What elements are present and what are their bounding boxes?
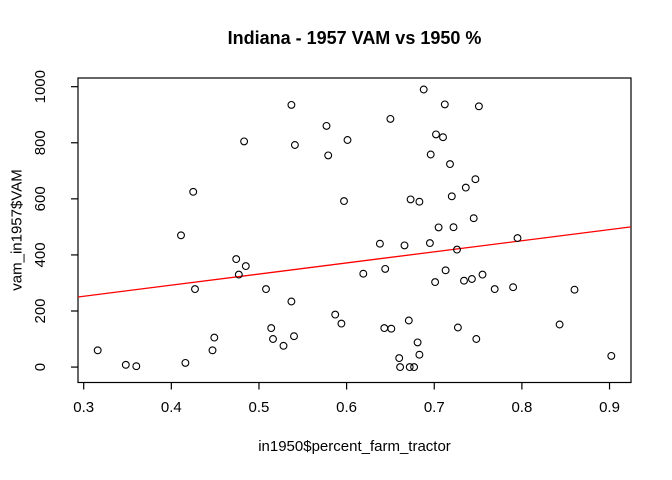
data-point	[425, 239, 434, 248]
x-axis-label: in1950$percent_farm_tractor	[258, 438, 451, 455]
y-axis-tick-label: 1000	[32, 70, 49, 103]
data-point	[607, 351, 616, 360]
data-point	[359, 269, 368, 278]
data-point	[177, 231, 185, 240]
data-point	[413, 338, 422, 347]
plot-box	[77, 77, 632, 384]
data-point	[241, 262, 250, 271]
data-point	[387, 324, 396, 333]
x-axis-tick-label: 0.7	[424, 399, 445, 416]
data-point	[324, 151, 333, 160]
x-axis-tick-label: 0.4	[161, 399, 182, 416]
data-point	[234, 270, 243, 279]
data-point	[453, 323, 462, 332]
data-point	[447, 192, 456, 201]
data-point	[415, 197, 424, 206]
data-point	[432, 130, 440, 139]
data-point	[419, 85, 428, 94]
data-point	[478, 270, 487, 279]
data-point	[474, 102, 483, 111]
data-point	[93, 346, 102, 355]
data-point	[404, 316, 413, 325]
x-axis-tick-label: 0.5	[249, 399, 270, 416]
data-point	[410, 363, 419, 372]
data-point	[434, 223, 443, 232]
data-point	[415, 350, 424, 359]
data-point	[440, 100, 449, 109]
data-point	[343, 136, 352, 144]
data-point	[426, 150, 435, 159]
data-point	[375, 239, 384, 248]
data-point	[471, 175, 480, 184]
data-point	[181, 358, 190, 367]
data-point	[446, 160, 454, 169]
plot-title: Indiana - 1957 VAM vs 1950 %	[227, 28, 482, 48]
data-point	[406, 195, 415, 204]
y-axis-tick-label: 0	[32, 363, 49, 371]
data-point	[337, 319, 346, 328]
data-point	[453, 245, 461, 254]
data-point	[439, 133, 447, 142]
data-point	[381, 264, 390, 273]
data-point	[472, 335, 481, 343]
y-axis-tick-label: 400	[32, 242, 49, 267]
data-point	[331, 310, 340, 319]
data-point	[469, 214, 478, 223]
x-axis-tick-label: 0.3	[73, 399, 94, 416]
data-point	[279, 341, 288, 350]
regression-line	[77, 226, 632, 298]
data-point	[396, 363, 405, 372]
x-axis-tick-label: 0.9	[599, 399, 620, 416]
data-point	[461, 183, 470, 192]
data-point	[449, 223, 458, 232]
data-point	[441, 266, 450, 275]
data-point	[290, 332, 298, 341]
y-axis-tick-label: 800	[32, 130, 49, 155]
data-point	[400, 241, 409, 250]
data-point	[132, 362, 141, 371]
data-point	[287, 100, 296, 109]
y-axis-tick-label: 200	[32, 298, 49, 323]
y-axis-label: vam_in1957$VAM	[8, 169, 26, 291]
data-point	[460, 276, 468, 285]
data-point	[570, 285, 579, 294]
data-point	[287, 297, 296, 306]
data-point	[269, 335, 277, 343]
data-point	[555, 320, 564, 329]
data-point	[380, 324, 389, 333]
data-point	[262, 285, 270, 294]
x-axis-tick-label: 0.6	[336, 399, 357, 416]
data-point	[191, 285, 199, 294]
data-point	[386, 114, 395, 123]
data-point	[290, 141, 299, 149]
y-axis-tick-label: 600	[32, 186, 49, 211]
data-point	[405, 363, 414, 372]
data-point	[431, 278, 440, 287]
data-point	[467, 275, 476, 283]
x-axis-tick-label: 0.8	[511, 399, 532, 416]
data-point	[267, 324, 276, 333]
data-point	[340, 197, 348, 206]
data-point	[208, 346, 217, 355]
data-point	[322, 121, 331, 130]
data-point	[509, 283, 518, 292]
data-point	[240, 137, 249, 146]
data-point	[395, 354, 404, 363]
data-point	[490, 285, 499, 294]
data-point	[513, 234, 522, 243]
data-point	[121, 360, 130, 369]
data-point	[189, 187, 198, 196]
data-point	[210, 333, 219, 342]
data-point	[232, 255, 241, 264]
